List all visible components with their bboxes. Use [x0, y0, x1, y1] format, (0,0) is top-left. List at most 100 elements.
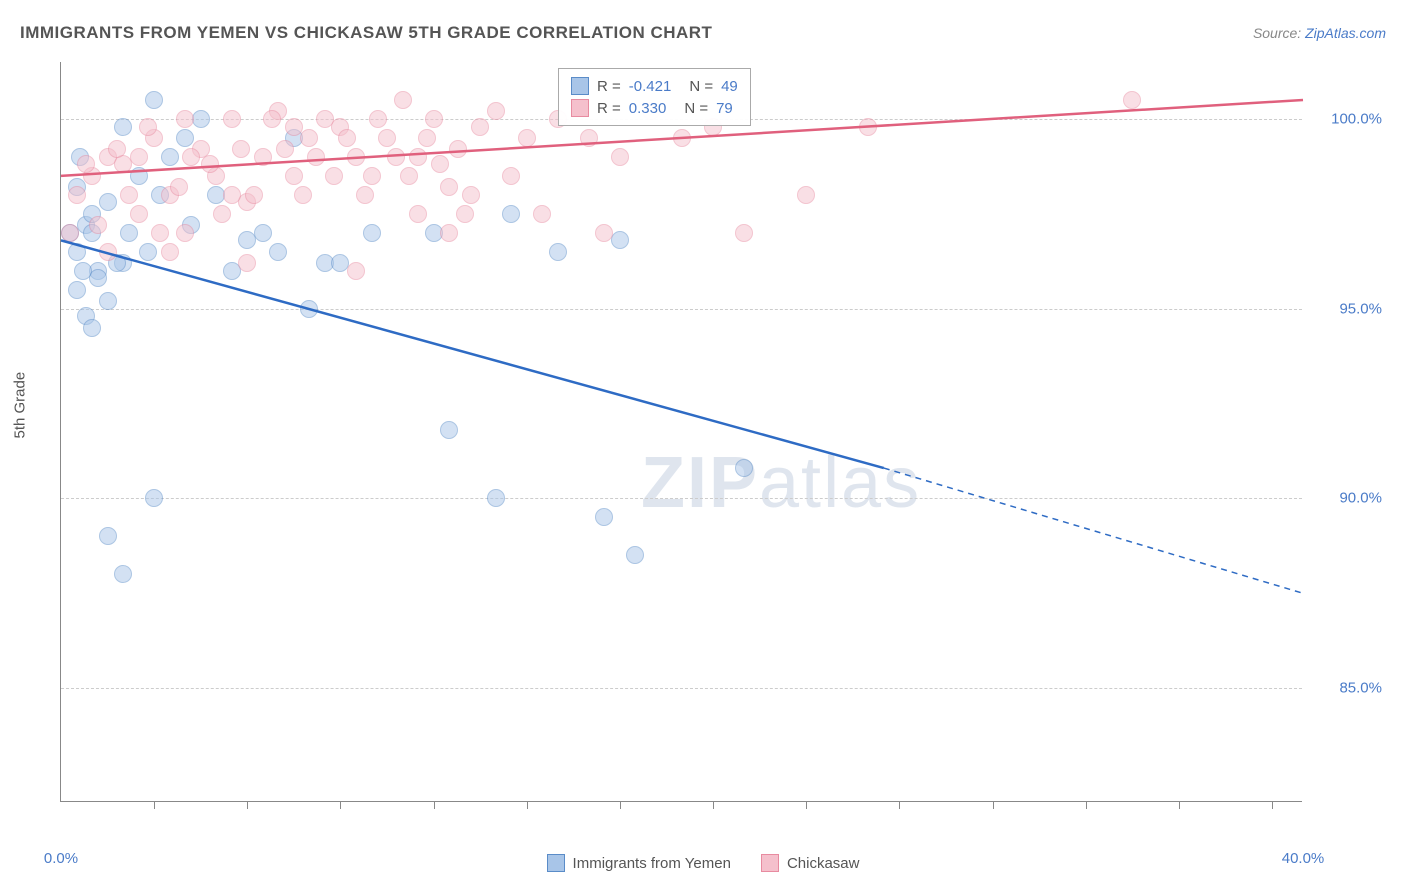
data-point — [182, 148, 200, 166]
data-point — [735, 224, 753, 242]
data-point — [673, 129, 691, 147]
data-point — [68, 243, 86, 261]
data-point — [269, 243, 287, 261]
data-point — [378, 129, 396, 147]
data-point — [68, 186, 86, 204]
data-point — [139, 118, 157, 136]
data-point — [232, 140, 250, 158]
y-tick-label: 85.0% — [1339, 680, 1382, 697]
data-point — [626, 546, 644, 564]
data-point — [176, 224, 194, 242]
data-point — [99, 243, 117, 261]
data-point — [735, 459, 753, 477]
data-point — [74, 262, 92, 280]
data-point — [83, 319, 101, 337]
x-tick — [1086, 801, 1087, 809]
x-tick — [899, 801, 900, 809]
data-point — [170, 178, 188, 196]
x-tick — [247, 801, 248, 809]
data-point — [130, 167, 148, 185]
data-point — [338, 129, 356, 147]
data-point — [1123, 91, 1141, 109]
data-point — [456, 205, 474, 223]
data-point — [263, 110, 281, 128]
bottom-legend-yemen: Immigrants from Yemen — [547, 854, 731, 872]
data-point — [518, 129, 536, 147]
source-link[interactable]: ZipAtlas.com — [1305, 25, 1386, 41]
data-point — [418, 129, 436, 147]
y-tick-label: 90.0% — [1339, 490, 1382, 507]
data-point — [285, 167, 303, 185]
gridline — [61, 688, 1302, 689]
data-point — [440, 421, 458, 439]
data-point — [425, 110, 443, 128]
data-point — [859, 118, 877, 136]
source-label: Source: ZipAtlas.com — [1253, 25, 1386, 41]
data-point — [161, 148, 179, 166]
data-point — [595, 224, 613, 242]
data-point — [409, 205, 427, 223]
data-point — [108, 140, 126, 158]
data-point — [487, 102, 505, 120]
data-point — [502, 167, 520, 185]
data-point — [254, 148, 272, 166]
x-tick — [154, 801, 155, 809]
data-point — [145, 489, 163, 507]
data-point — [285, 118, 303, 136]
data-point — [201, 155, 219, 173]
data-point — [356, 186, 374, 204]
legend-row-yemen: R = -0.421 N = 49 — [571, 75, 738, 97]
data-point — [120, 186, 138, 204]
data-point — [440, 178, 458, 196]
data-point — [68, 281, 86, 299]
data-point — [61, 224, 79, 242]
data-point — [409, 148, 427, 166]
data-point — [192, 110, 210, 128]
data-point — [99, 527, 117, 545]
y-axis-label: 5th Grade — [12, 372, 29, 439]
data-point — [400, 167, 418, 185]
bottom-swatch-yemen — [547, 854, 565, 872]
x-tick — [806, 801, 807, 809]
data-point — [223, 110, 241, 128]
x-tick — [1179, 801, 1180, 809]
data-point — [294, 186, 312, 204]
data-point — [120, 224, 138, 242]
data-point — [449, 140, 467, 158]
x-tick — [620, 801, 621, 809]
data-point — [245, 186, 263, 204]
data-point — [89, 269, 107, 287]
data-point — [363, 224, 381, 242]
data-point — [176, 129, 194, 147]
x-tick — [340, 801, 341, 809]
data-point — [223, 186, 241, 204]
y-tick-label: 95.0% — [1339, 300, 1382, 317]
data-point — [139, 243, 157, 261]
data-point — [394, 91, 412, 109]
data-point — [161, 243, 179, 261]
data-point — [325, 167, 343, 185]
data-point — [462, 186, 480, 204]
data-point — [797, 186, 815, 204]
data-point — [114, 565, 132, 583]
data-point — [369, 110, 387, 128]
data-point — [77, 155, 95, 173]
data-point — [431, 155, 449, 173]
legend-row-chickasaw: R = 0.330 N = 79 — [571, 97, 738, 119]
bottom-legend: Immigrants from Yemen Chickasaw — [0, 854, 1406, 872]
data-point — [145, 91, 163, 109]
data-point — [347, 148, 365, 166]
data-point — [307, 148, 325, 166]
data-point — [176, 110, 194, 128]
title-bar: IMMIGRANTS FROM YEMEN VS CHICKASAW 5TH G… — [20, 18, 1386, 48]
correlation-legend: R = -0.421 N = 49 R = 0.330 N = 79 — [558, 68, 751, 126]
bottom-swatch-chickasaw — [761, 854, 779, 872]
legend-swatch-yemen — [571, 77, 589, 95]
data-point — [99, 193, 117, 211]
x-tick — [434, 801, 435, 809]
gridline — [61, 309, 1302, 310]
legend-swatch-chickasaw — [571, 99, 589, 117]
data-point — [130, 205, 148, 223]
data-point — [89, 216, 107, 234]
bottom-legend-chickasaw: Chickasaw — [761, 854, 860, 872]
